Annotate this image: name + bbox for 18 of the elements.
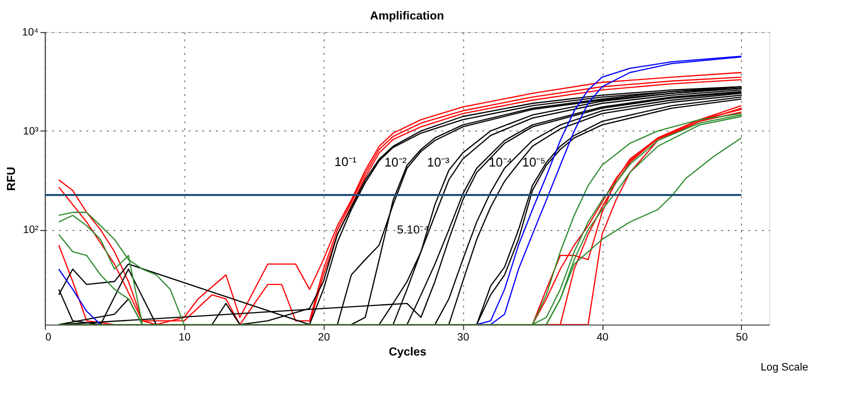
x-tick-label: 40 bbox=[596, 332, 609, 344]
x-tick-label: 10 bbox=[178, 332, 191, 344]
x-tick-label: 50 bbox=[736, 332, 748, 344]
y-tick-label: 10² bbox=[23, 224, 39, 236]
y-tick-label: 10³ bbox=[23, 125, 39, 138]
text: Log Scale bbox=[760, 361, 808, 374]
annotation: 10⁻⁴ bbox=[488, 155, 512, 170]
annotation: 10⁻¹ bbox=[334, 155, 357, 170]
x-axis-title: Cycles bbox=[388, 345, 427, 358]
y-axis-title: RFU bbox=[5, 166, 18, 191]
annotation: 10⁻² bbox=[384, 155, 407, 170]
x-tick-label: 20 bbox=[318, 332, 330, 344]
annotation: 10⁻⁵ bbox=[522, 155, 546, 170]
y-tick-label: 10⁴ bbox=[22, 26, 39, 38]
annotation: 10⁻³ bbox=[427, 155, 450, 170]
x-tick-label: 30 bbox=[457, 332, 470, 344]
chart-title: Amplification bbox=[370, 9, 444, 22]
x-tick-label: 0 bbox=[45, 332, 52, 344]
